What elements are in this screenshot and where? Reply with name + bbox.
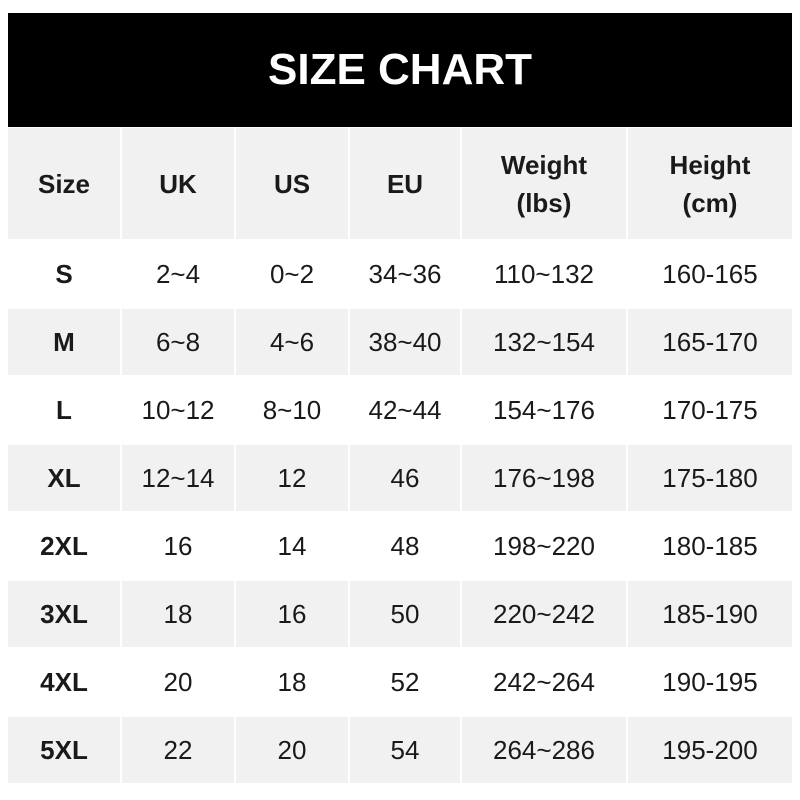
size-label: L (8, 377, 120, 443)
chart-title: SIZE CHART (8, 13, 792, 127)
table-cell: 264~286 (462, 717, 626, 783)
table-cell: 185-190 (628, 581, 792, 647)
table-row: 4XL 20 18 52 242~264 190-195 (8, 649, 792, 715)
table-cell: 54 (350, 717, 460, 783)
column-header: Height (cm) (628, 128, 792, 239)
table-cell: 170-175 (628, 377, 792, 443)
table-cell: 165-170 (628, 309, 792, 375)
size-label: 2XL (8, 513, 120, 579)
table-cell: 180-185 (628, 513, 792, 579)
table-cell: 175-180 (628, 445, 792, 511)
table-row: M 6~8 4~6 38~40 132~154 165-170 (8, 309, 792, 375)
size-chart: SIZE CHART Size UK US EU Weight (lbs) Height … (8, 13, 792, 785)
table-row: 3XL 18 16 50 220~242 185-190 (8, 581, 792, 647)
table-cell: 48 (350, 513, 460, 579)
table-row: 2XL 16 14 48 198~220 180-185 (8, 513, 792, 579)
table-cell: 154~176 (462, 377, 626, 443)
table-row: L 10~12 8~10 42~44 154~176 170-175 (8, 377, 792, 443)
table-cell: 50 (350, 581, 460, 647)
table-cell: 12 (236, 445, 348, 511)
table-cell: 0~2 (236, 241, 348, 307)
table-cell: 220~242 (462, 581, 626, 647)
table-cell: 198~220 (462, 513, 626, 579)
table-cell: 52 (350, 649, 460, 715)
table-cell: 2~4 (122, 241, 234, 307)
table-cell: 4~6 (236, 309, 348, 375)
table-cell: 18 (122, 581, 234, 647)
table-cell: 16 (122, 513, 234, 579)
table-cell: 14 (236, 513, 348, 579)
table-cell: 110~132 (462, 241, 626, 307)
table-cell: 20 (236, 717, 348, 783)
table-cell: 42~44 (350, 377, 460, 443)
table-cell: 20 (122, 649, 234, 715)
size-label: S (8, 241, 120, 307)
table-cell: 6~8 (122, 309, 234, 375)
table-cell: 46 (350, 445, 460, 511)
table-cell: 190-195 (628, 649, 792, 715)
table-cell: 242~264 (462, 649, 626, 715)
table-cell: 132~154 (462, 309, 626, 375)
table-cell: 12~14 (122, 445, 234, 511)
size-label: M (8, 309, 120, 375)
table-cell: 10~12 (122, 377, 234, 443)
column-header: EU (350, 128, 460, 239)
table-cell: 34~36 (350, 241, 460, 307)
column-header: Size (8, 128, 120, 239)
size-label: 3XL (8, 581, 120, 647)
column-header: US (236, 128, 348, 239)
size-label: 5XL (8, 717, 120, 783)
table-cell: 18 (236, 649, 348, 715)
size-label: 4XL (8, 649, 120, 715)
header-row: Size UK US EU Weight (lbs) Height (cm) (8, 128, 792, 239)
table-cell: 176~198 (462, 445, 626, 511)
size-label: XL (8, 445, 120, 511)
size-table: Size UK US EU Weight (lbs) Height (cm) S 2~4 0~… (6, 126, 794, 785)
table-row: XL 12~14 12 46 176~198 175-180 (8, 445, 792, 511)
table-row: S 2~4 0~2 34~36 110~132 160-165 (8, 241, 792, 307)
table-cell: 160-165 (628, 241, 792, 307)
column-header: UK (122, 128, 234, 239)
table-cell: 38~40 (350, 309, 460, 375)
column-header: Weight (lbs) (462, 128, 626, 239)
table-cell: 8~10 (236, 377, 348, 443)
table-cell: 195-200 (628, 717, 792, 783)
table-row: 5XL 22 20 54 264~286 195-200 (8, 717, 792, 783)
table-cell: 16 (236, 581, 348, 647)
table-cell: 22 (122, 717, 234, 783)
